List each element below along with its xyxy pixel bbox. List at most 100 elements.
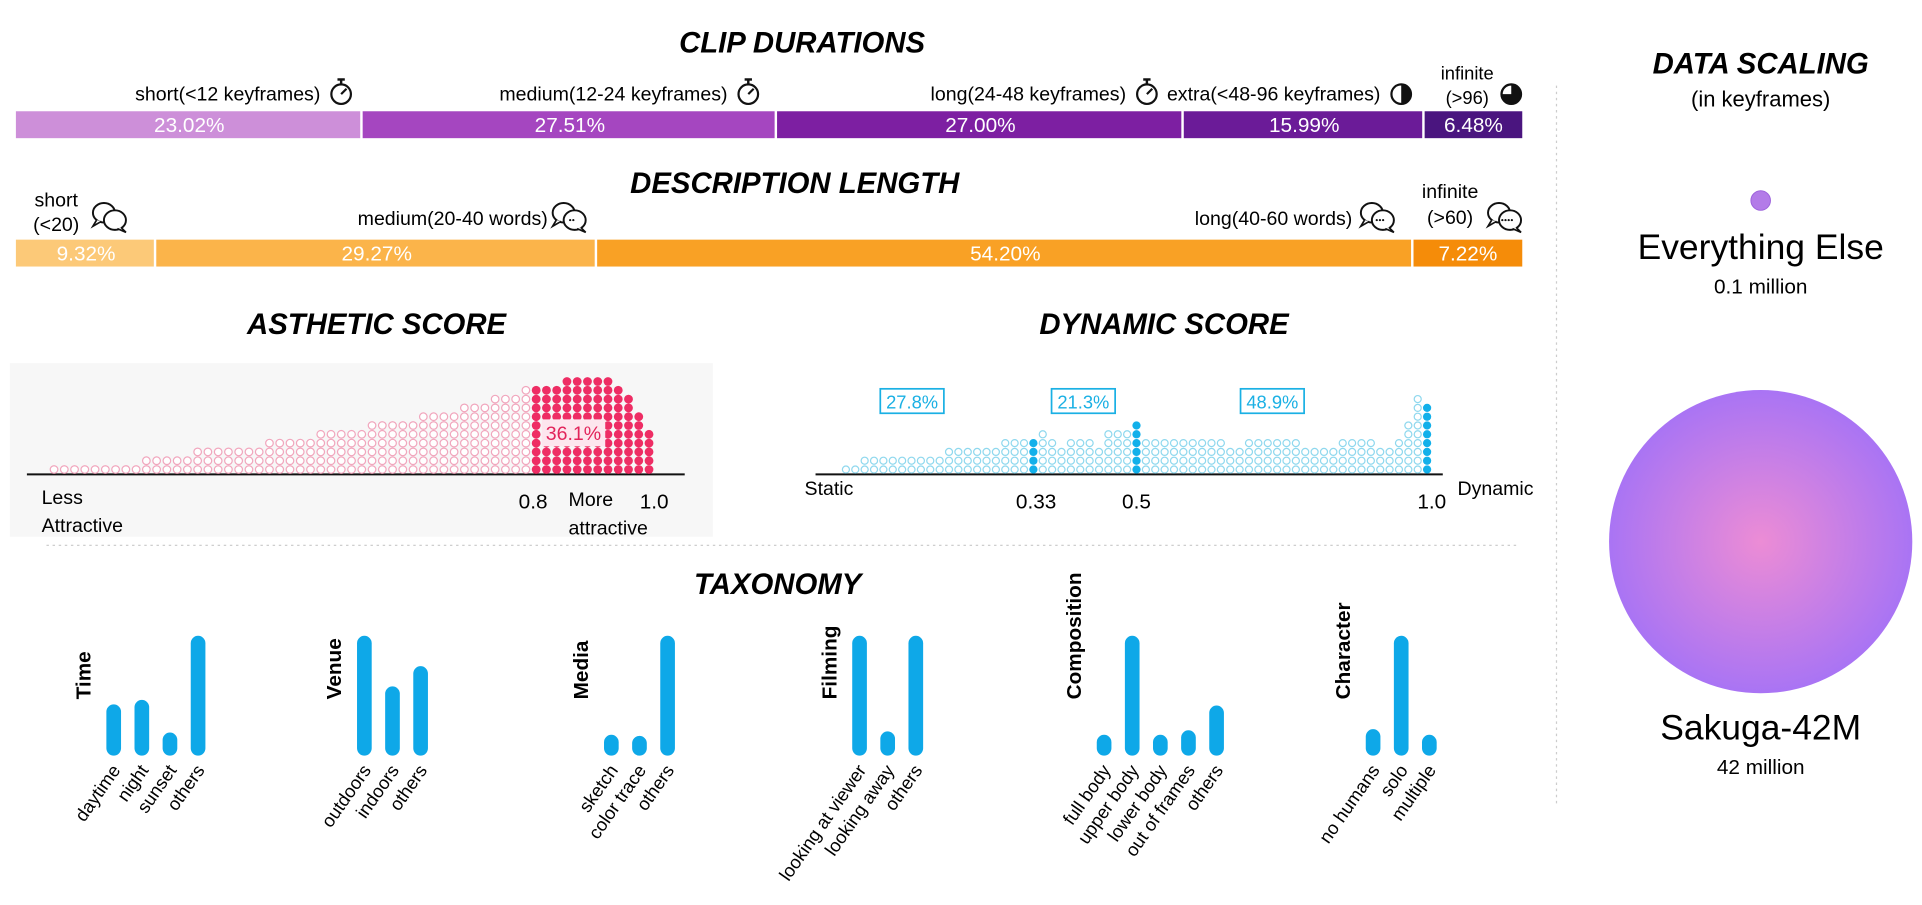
outline-dot (991, 456, 1001, 465)
outline-dot (1413, 403, 1422, 413)
outline-dot (480, 412, 490, 422)
tick-label: 1.0 (640, 491, 669, 514)
filled-dot (1132, 447, 1141, 457)
clip-durations-section: CLIP DURATIONS 23.02% short(<12 keyframes… (15, 27, 1523, 139)
outline-dot (285, 438, 295, 448)
outline-dot (377, 465, 387, 474)
filled-dot (572, 377, 582, 386)
outline-dot (306, 447, 315, 457)
outline-dot (1197, 447, 1207, 457)
outline-dot (470, 412, 480, 422)
outline-dot (1226, 447, 1235, 457)
segment-value-label: 7.22% (1438, 242, 1497, 265)
outline-dot (1076, 465, 1085, 474)
tick-label: 0.5 (1122, 491, 1151, 514)
outline-dot (500, 438, 510, 448)
filled-dot (562, 403, 572, 413)
outline-dot (521, 465, 531, 474)
outline-dot (418, 465, 428, 474)
stopwatch-icon (330, 78, 353, 106)
outline-dot (1413, 394, 1422, 404)
outline-dot (1038, 465, 1047, 474)
outline-dot (511, 456, 521, 466)
filled-dot (1029, 465, 1038, 474)
outline-dot (1347, 456, 1357, 465)
outline-dot (1329, 465, 1338, 474)
sakuga-label: Sakuga-42M (1660, 708, 1861, 748)
outline-dot (954, 465, 963, 474)
filled-dot (1132, 421, 1141, 430)
outline-dot (879, 456, 888, 465)
filled-dot (542, 394, 551, 404)
outline-dot (459, 429, 469, 439)
filled-dot (552, 394, 562, 404)
outline-dot (1413, 421, 1422, 430)
outline-dot (265, 447, 274, 457)
filled-dot (613, 465, 623, 474)
outline-dot (916, 456, 926, 465)
outline-dot (295, 456, 305, 466)
outline-dot (1019, 438, 1029, 448)
outline-dot (1216, 456, 1225, 465)
filled-dot (593, 456, 603, 466)
outline-dot (1207, 465, 1216, 474)
outline-dot (470, 429, 480, 439)
filled-dot (603, 429, 613, 439)
axis-end-label: Dynamic (1457, 478, 1533, 500)
filled-dot (624, 394, 633, 404)
outline-dot (326, 447, 336, 457)
filled-dot (613, 429, 623, 439)
filled-dot (552, 465, 562, 474)
region-percentage-box (1239, 387, 1305, 415)
chat-bubble-icon (90, 201, 127, 234)
outline-dot (1085, 456, 1094, 465)
outline-dot (1272, 447, 1282, 457)
outline-dot (480, 403, 490, 413)
segment-value-label: 27.51% (535, 114, 605, 137)
filled-dot (552, 456, 562, 466)
outline-dot (347, 429, 356, 439)
outline-dot (1291, 438, 1300, 448)
filled-dot (531, 385, 541, 395)
outline-dot (459, 403, 469, 413)
filled-dot (634, 429, 644, 439)
outline-dot (306, 456, 315, 466)
outline-dot (1338, 447, 1347, 457)
data-scaling-subtitle: (in keyframes) (1691, 86, 1830, 111)
filled-dot (593, 447, 603, 457)
outline-dot (1338, 438, 1347, 448)
outline-dot (1357, 438, 1366, 448)
filled-dot (613, 394, 623, 404)
outline-dot (1254, 447, 1263, 457)
outline-dot (1104, 465, 1113, 474)
outline-dot (306, 438, 315, 448)
outline-dot (1141, 447, 1150, 457)
description-length-section: DESCRIPTION LENGTH 9.32% short(<20) 29.27%… (15, 167, 1523, 267)
outline-dot (1019, 447, 1029, 457)
outline-dot (1404, 447, 1413, 457)
group-label: Media (570, 640, 593, 699)
outline-dot (439, 421, 449, 430)
outline-dot (1048, 438, 1057, 448)
outline-dot (357, 465, 367, 474)
outline-dot (1076, 438, 1085, 448)
outline-dot (316, 438, 326, 448)
outline-dot (1048, 465, 1057, 474)
outline-dot (316, 447, 326, 457)
outline-dot (336, 465, 346, 474)
outline-dot (511, 412, 521, 422)
outline-dot (1188, 456, 1197, 465)
outline-dot (521, 394, 531, 404)
outline-dot (851, 465, 860, 474)
outline-dot (1282, 456, 1291, 465)
outline-dot (480, 456, 490, 466)
outline-dot (1291, 456, 1300, 465)
filled-dot (531, 403, 541, 413)
outline-dot (1319, 456, 1329, 465)
region-percentage: 27.8% (886, 391, 938, 412)
outline-dot (111, 465, 120, 474)
outline-dot (449, 429, 459, 439)
filled-dot (531, 429, 541, 439)
outline-dot (459, 412, 469, 422)
